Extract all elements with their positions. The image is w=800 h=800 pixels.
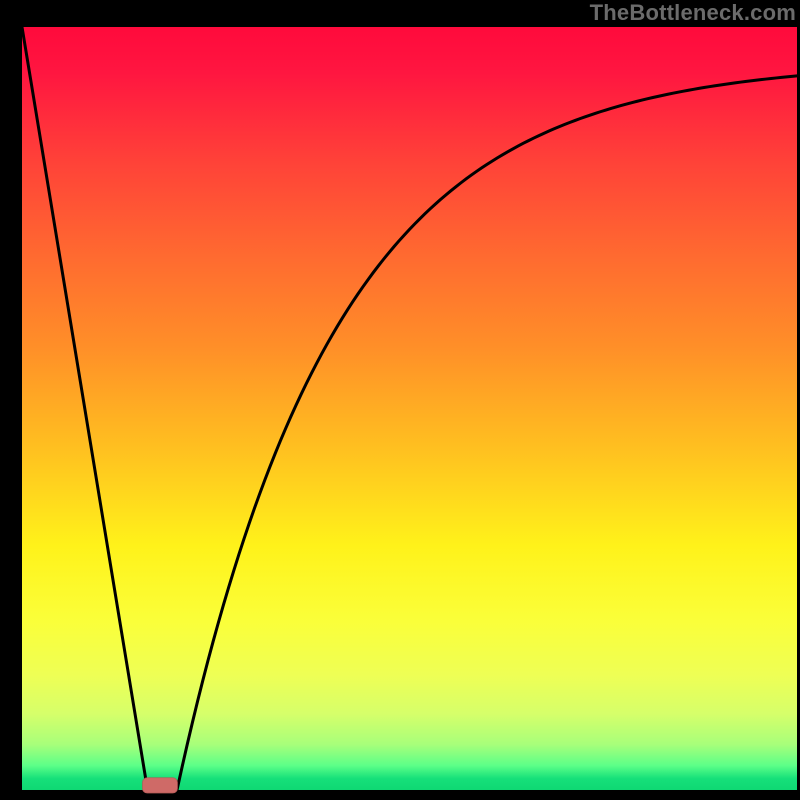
watermark-text: TheBottleneck.com xyxy=(590,0,796,26)
chart-container: TheBottleneck.com xyxy=(0,0,800,800)
bottleneck-curve xyxy=(22,27,797,790)
chart-svg xyxy=(22,27,797,790)
optimum-marker xyxy=(143,778,178,793)
plot-area xyxy=(22,27,797,790)
